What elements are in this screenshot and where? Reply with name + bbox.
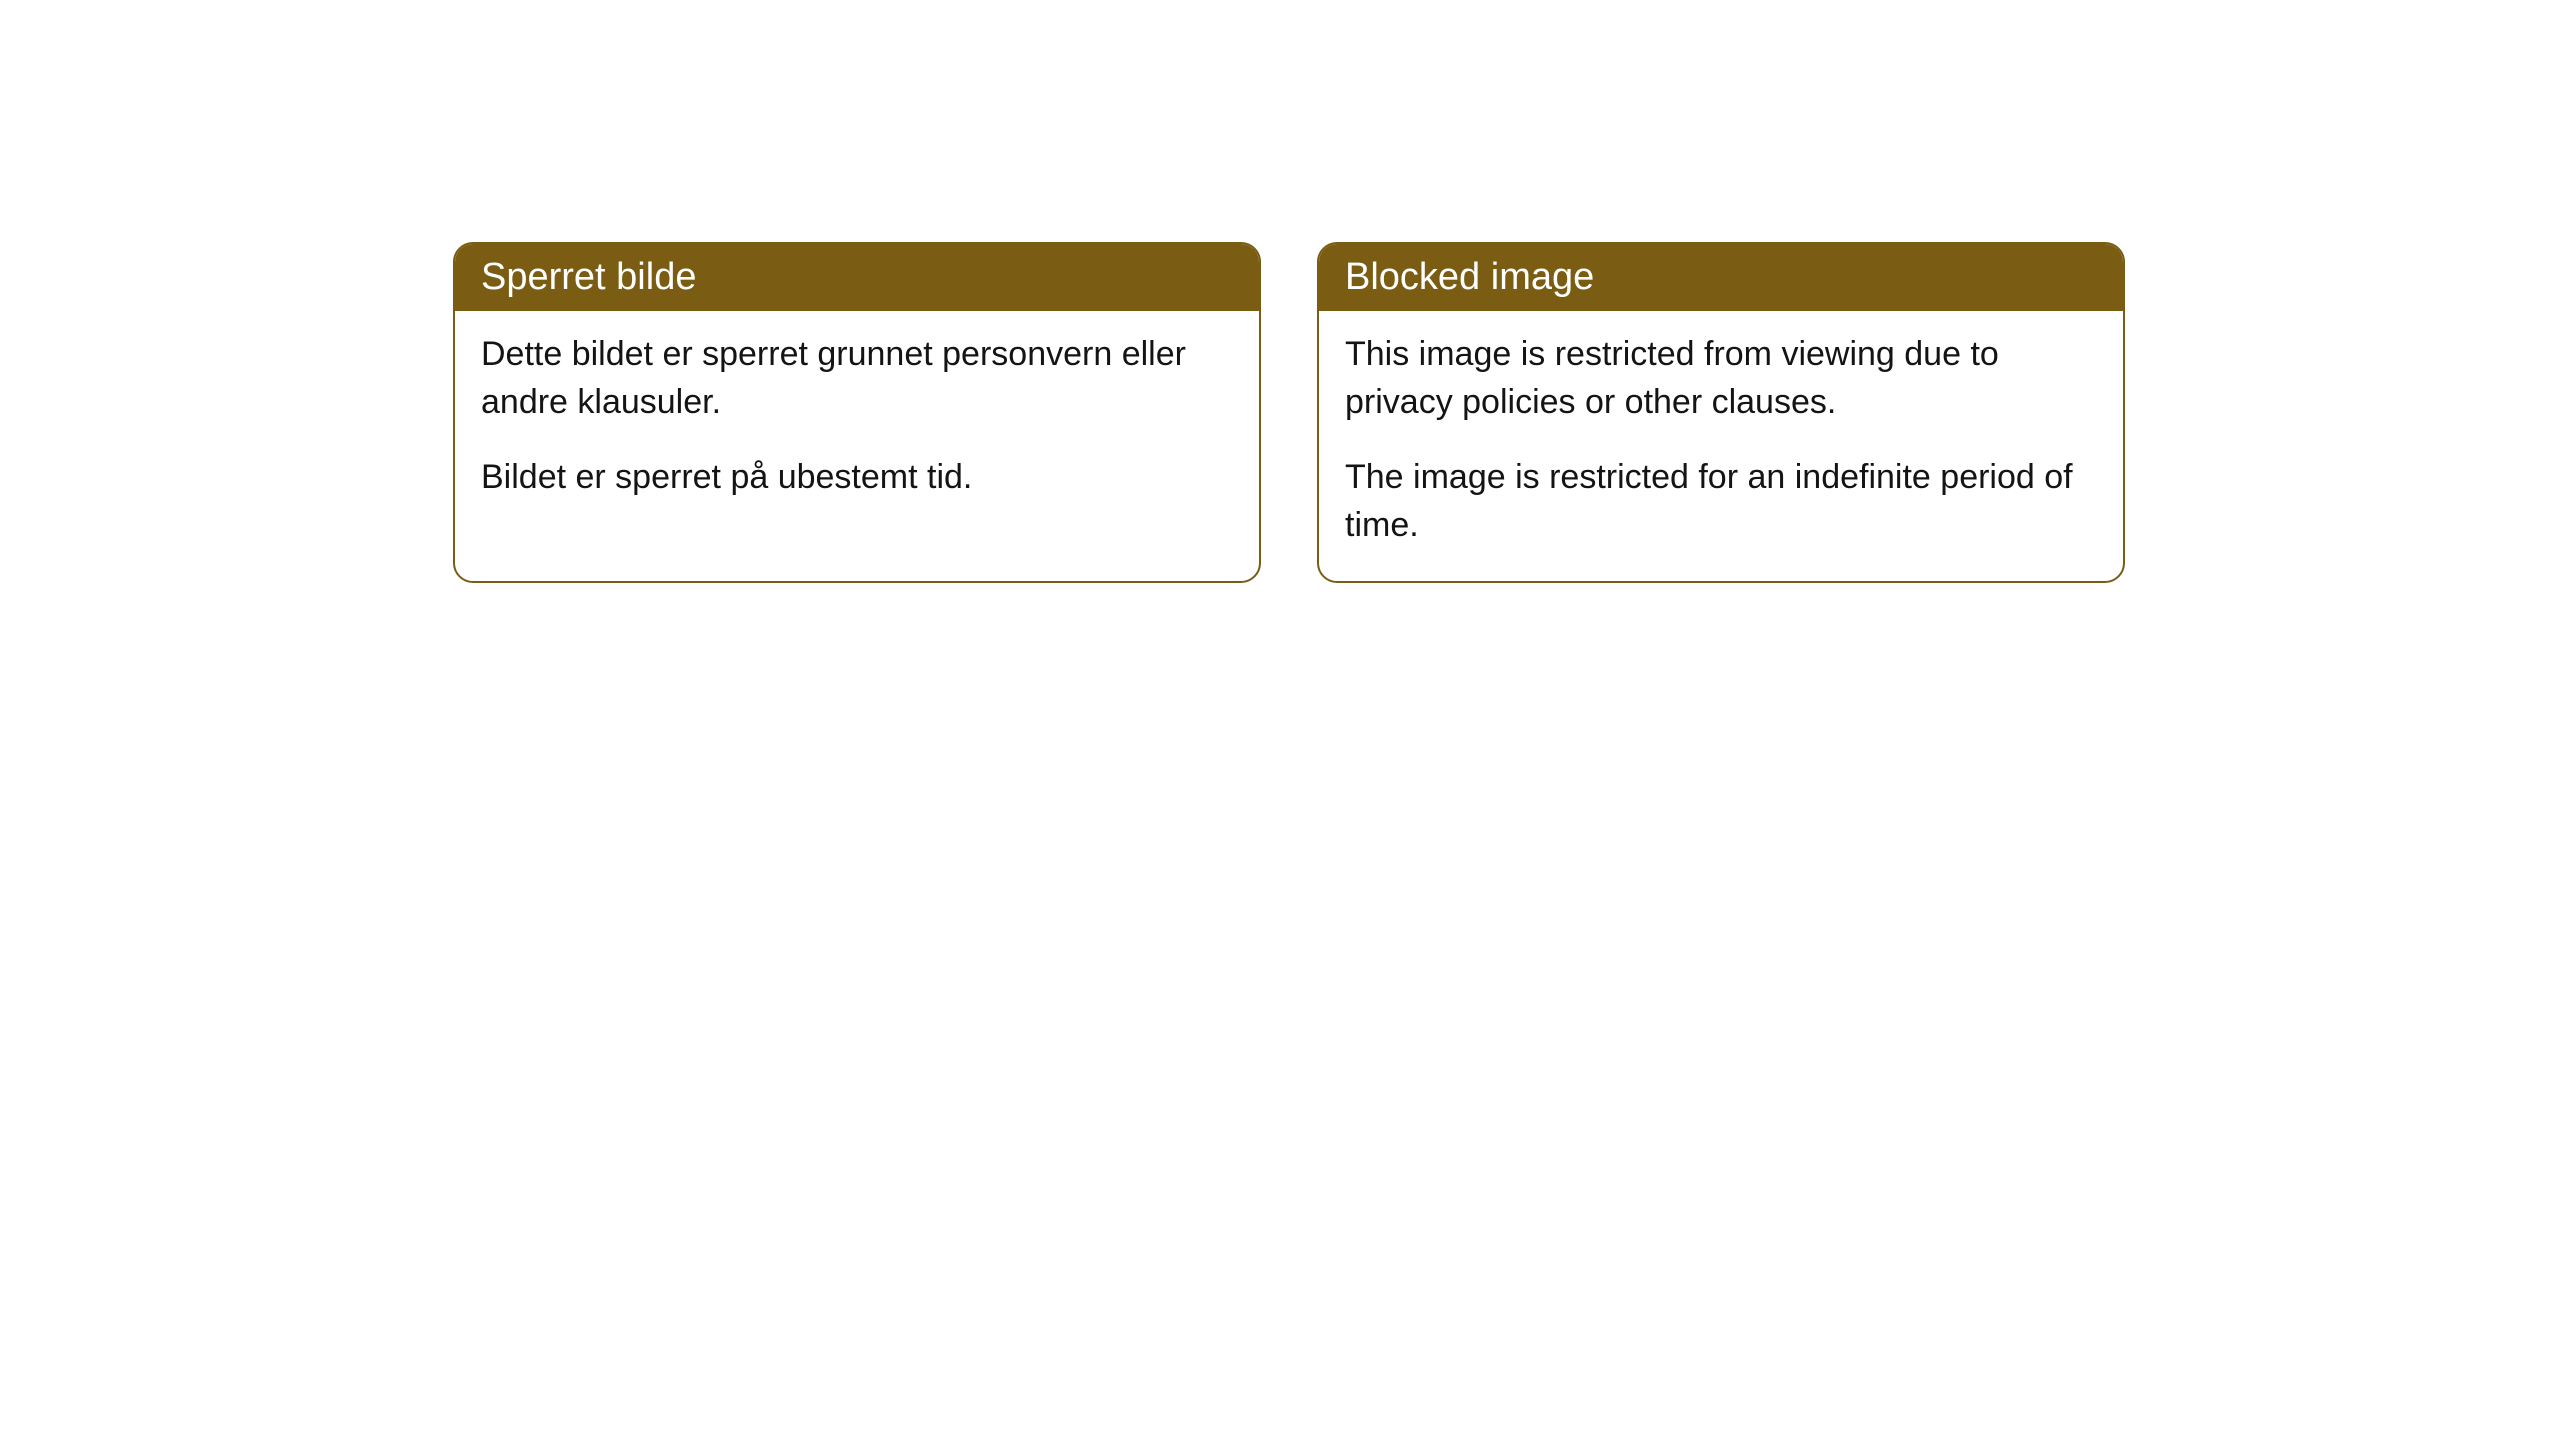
blocked-image-card-norwegian: Sperret bilde Dette bildet er sperret gr… [453, 242, 1261, 583]
card-header-english: Blocked image [1319, 244, 2123, 311]
card-body-norwegian: Dette bildet er sperret grunnet personve… [455, 311, 1259, 534]
card-header-norwegian: Sperret bilde [455, 244, 1259, 311]
card-paragraph-2-english: The image is restricted for an indefinit… [1345, 454, 2097, 549]
card-body-english: This image is restricted from viewing du… [1319, 311, 2123, 581]
blocked-image-card-english: Blocked image This image is restricted f… [1317, 242, 2125, 583]
card-paragraph-1-english: This image is restricted from viewing du… [1345, 331, 2097, 426]
card-paragraph-1-norwegian: Dette bildet er sperret grunnet personve… [481, 331, 1233, 426]
card-paragraph-2-norwegian: Bildet er sperret på ubestemt tid. [481, 454, 1233, 502]
notice-cards-container: Sperret bilde Dette bildet er sperret gr… [453, 242, 2125, 583]
